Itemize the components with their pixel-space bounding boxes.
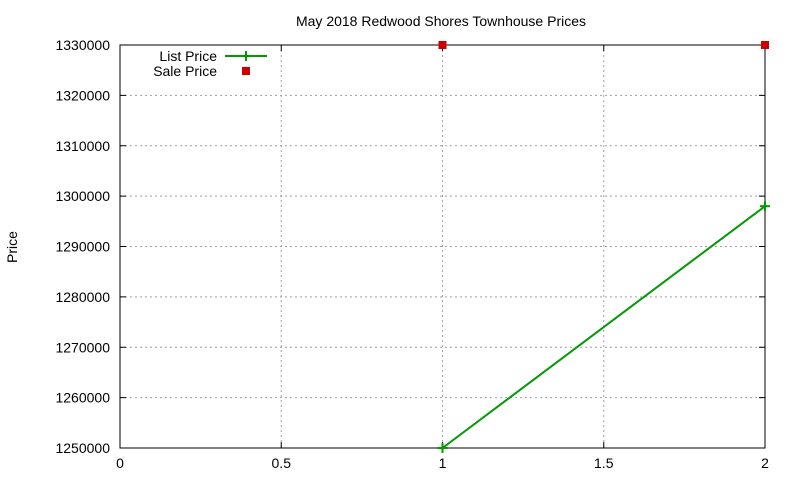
y-tick-label: 1260000 — [55, 390, 110, 406]
y-axis-label: Price — [4, 231, 20, 263]
y-axis-ticks: 1250000 1260000 1270000 1280000 1290000 13000… — [55, 37, 765, 456]
x-tick-label: 0.5 — [272, 455, 292, 471]
y-tick-label: 1270000 — [55, 339, 110, 355]
y-tick-label: 1310000 — [55, 138, 110, 154]
square-point-icon — [438, 41, 447, 49]
x-tick-label: 1.5 — [594, 455, 614, 471]
legend-label: Sale Price — [153, 63, 217, 79]
series-line — [441, 205, 766, 449]
chart-title: May 2018 Redwood Shores Townhouse Prices — [296, 13, 586, 29]
y-tick-label: 1330000 — [55, 37, 110, 53]
y-tick-label: 1250000 — [55, 440, 110, 456]
square-point-icon — [242, 67, 250, 75]
legend-label: List Price — [159, 48, 217, 64]
x-tick-label: 1 — [439, 455, 447, 471]
x-tick-label: 0 — [116, 455, 124, 471]
x-tick-label: 2 — [761, 455, 769, 471]
square-point-icon — [761, 41, 769, 49]
grid-lines — [120, 45, 765, 448]
data-series — [437, 41, 770, 453]
y-tick-label: 1320000 — [55, 87, 110, 103]
y-tick-label: 1300000 — [55, 188, 110, 204]
y-tick-label: 1290000 — [55, 239, 110, 255]
y-tick-label: 1280000 — [55, 289, 110, 305]
x-axis-ticks: 0 0.5 1 1.5 2 — [116, 45, 769, 471]
